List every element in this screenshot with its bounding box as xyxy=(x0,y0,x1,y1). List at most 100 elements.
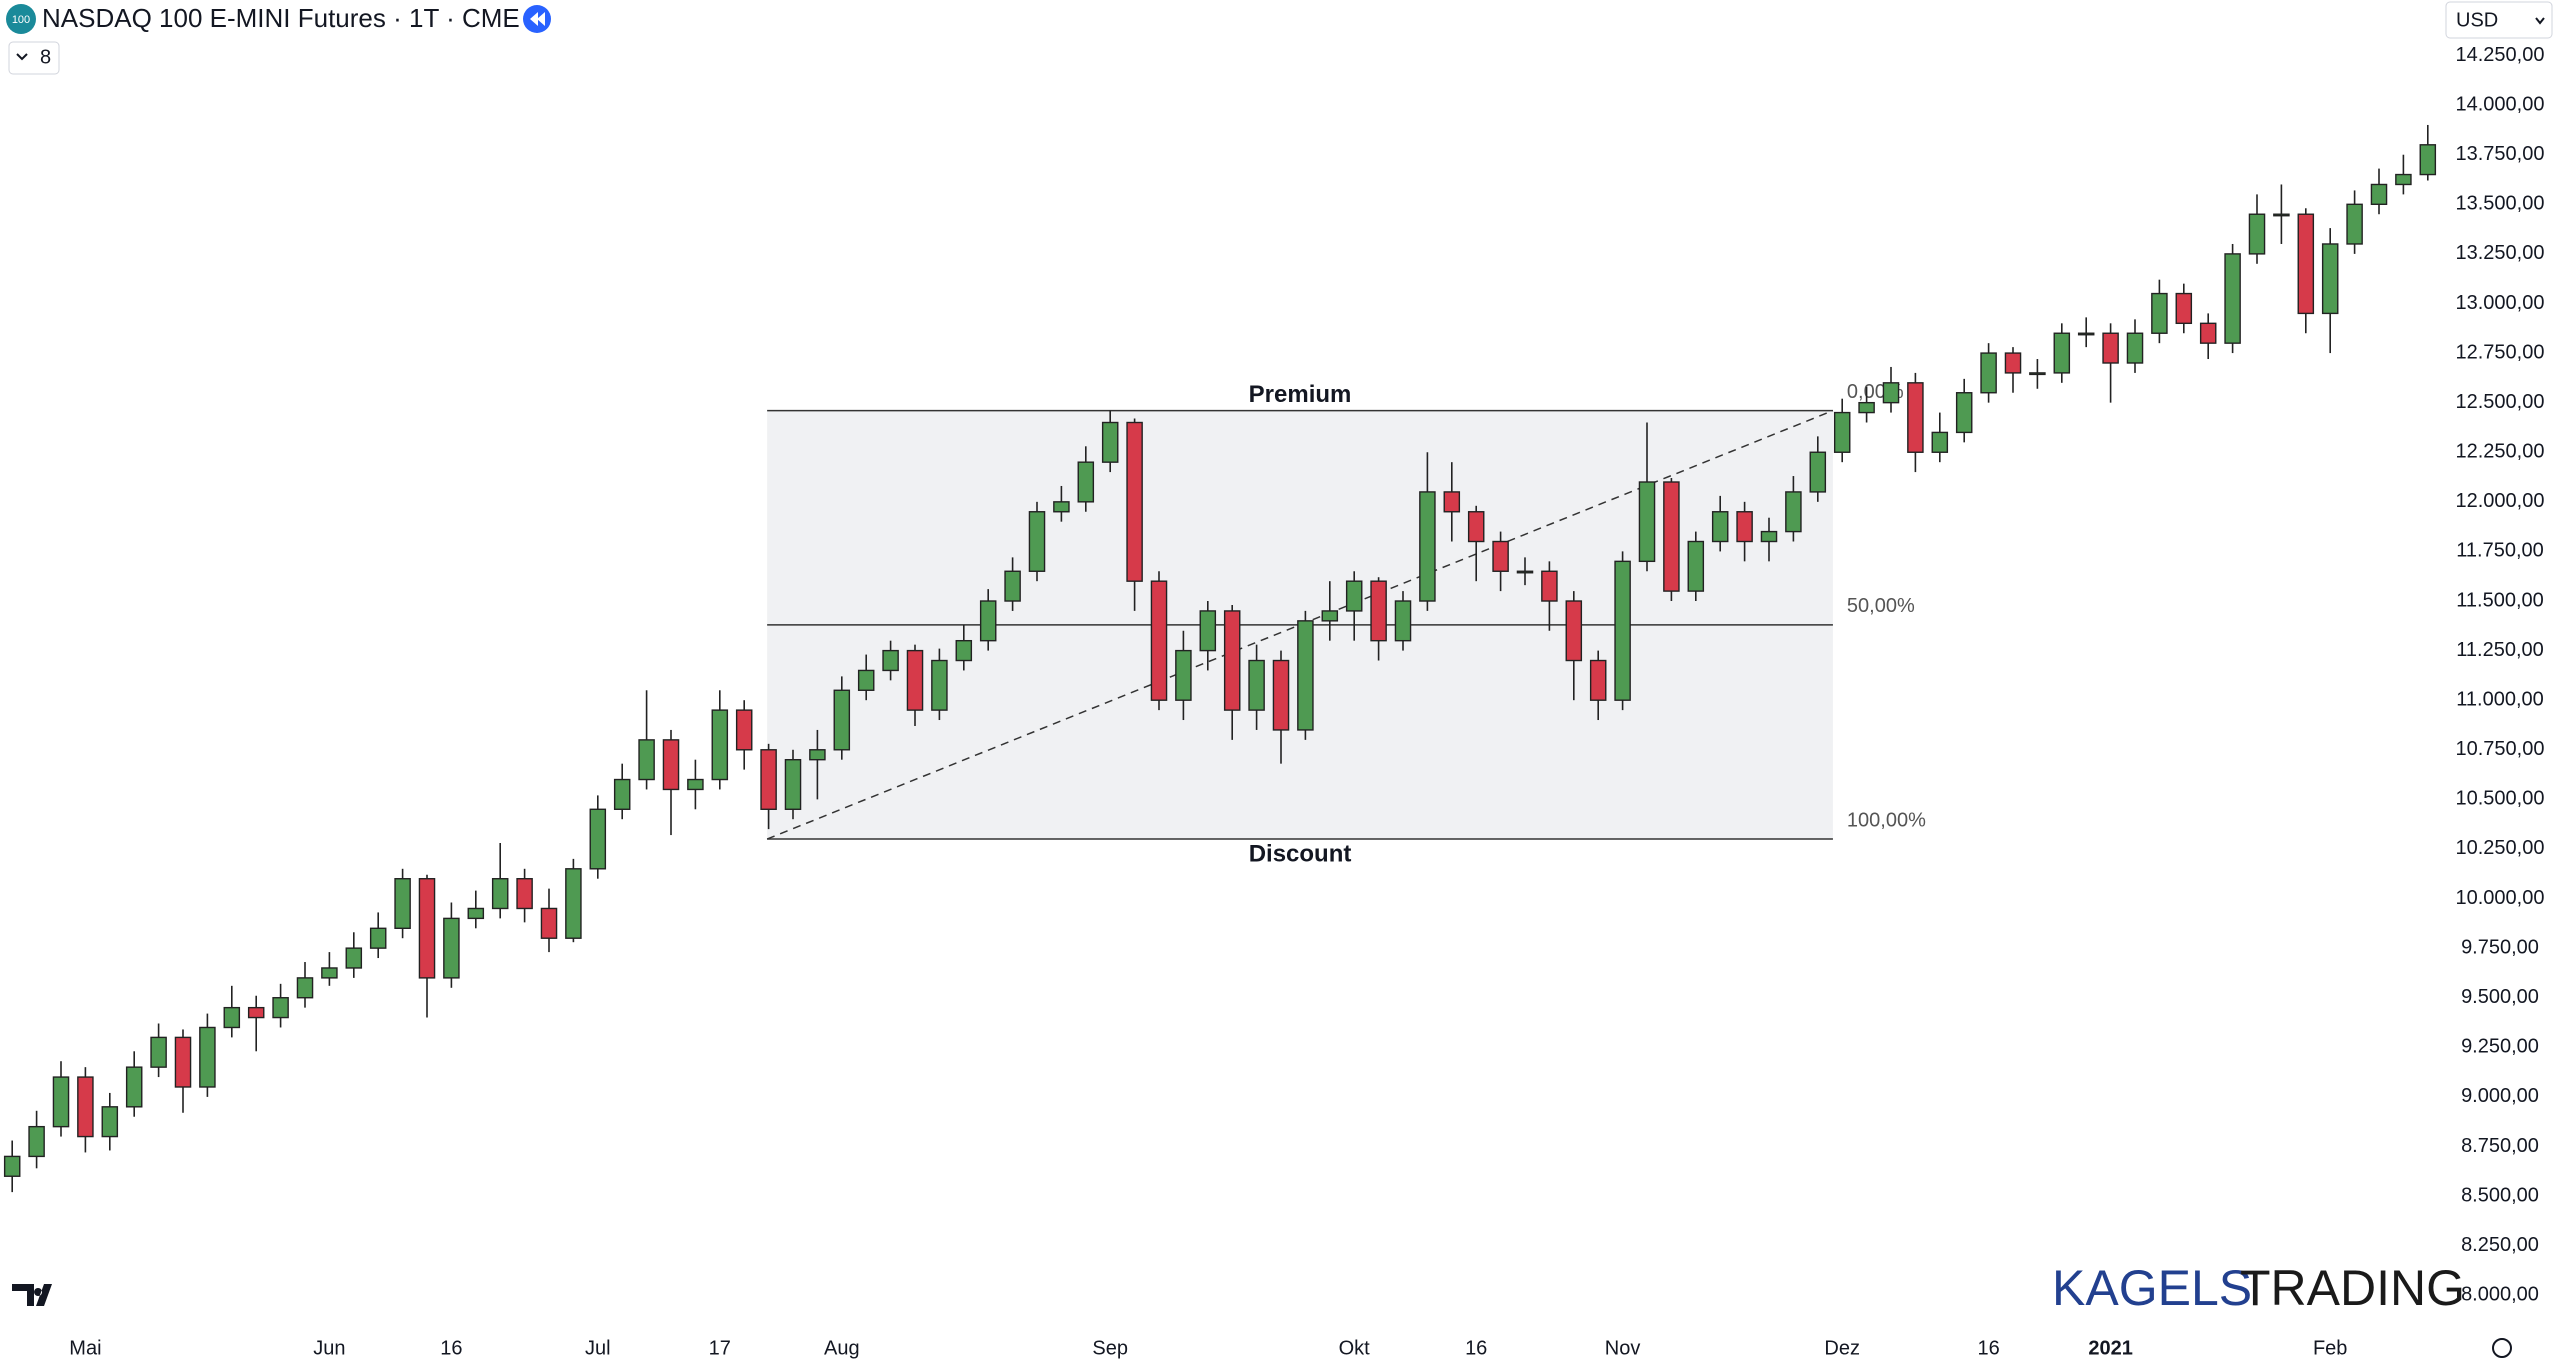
candle-body xyxy=(857,669,875,691)
candle-body xyxy=(735,709,753,751)
x-tick-label: Nov xyxy=(1605,1337,1641,1359)
candle-body xyxy=(1443,491,1461,513)
plot-area: 8.000,00 8.250,00 8.500,00 8.750,00 9.000,00… xyxy=(3,44,2545,1359)
zone-bottom-label: Discount xyxy=(1249,840,1352,867)
candle-body xyxy=(687,778,704,791)
y-tick-label: 11.500,00 xyxy=(2456,589,2544,611)
y-tick-label: 8.500,00 xyxy=(2461,1184,2539,1206)
candle-body xyxy=(2077,332,2095,336)
x-tick-label: Aug xyxy=(824,1337,860,1359)
candle-body xyxy=(345,947,363,969)
y-tick-label: 8.000,00 xyxy=(2461,1284,2539,1306)
chevron xyxy=(2535,17,2545,25)
candle-body xyxy=(1199,610,1217,652)
candle-body xyxy=(589,808,607,870)
candle-body xyxy=(809,749,826,761)
candle-body xyxy=(1614,560,1631,701)
candle-body xyxy=(2102,332,2119,364)
candle-body xyxy=(2004,352,2022,374)
x-tick-label: Feb xyxy=(2313,1337,2347,1359)
y-tick-label: 13.750,00 xyxy=(2456,143,2545,165)
brand-part: TRADING xyxy=(2240,1260,2465,1316)
candle-body xyxy=(2346,203,2363,245)
indicator-toggle[interactable]: 8 xyxy=(8,41,60,75)
symbol-icon xyxy=(6,4,36,34)
candle-body xyxy=(1175,649,1192,701)
x-tick-label: 16 xyxy=(440,1337,462,1359)
candle-body xyxy=(1589,659,1607,701)
candle-body xyxy=(1223,610,1241,711)
candle-body xyxy=(516,878,533,910)
candle-body xyxy=(711,709,729,781)
y-tick-label: 10.250,00 xyxy=(2456,837,2545,859)
candle-body xyxy=(2199,322,2217,344)
candle-body xyxy=(1345,580,1363,612)
y-tick-label: 11.250,00 xyxy=(2456,639,2544,661)
candle-body xyxy=(1004,570,1021,602)
y-tick-label: 12.500,00 xyxy=(2456,391,2545,413)
candle-body xyxy=(52,1076,70,1128)
zone-level-label: 100,00% xyxy=(1847,809,1926,831)
settings-gear[interactable] xyxy=(2492,1338,2512,1358)
y-tick-label: 13.250,00 xyxy=(2456,242,2545,264)
candle-body xyxy=(1785,491,1802,533)
x-tick-label: Okt xyxy=(1339,1337,1371,1359)
candle-body xyxy=(1272,659,1290,731)
candle-body xyxy=(638,739,655,781)
candle-body xyxy=(199,1026,216,1088)
candle-body xyxy=(540,907,558,939)
badge-box[interactable] xyxy=(8,41,60,75)
badge-text: 8 xyxy=(40,46,51,68)
candle-body xyxy=(1516,570,1534,574)
candle-body xyxy=(1833,411,1851,453)
y-tick-label: 12.000,00 xyxy=(2456,490,2545,512)
currency-box[interactable] xyxy=(2445,1,2553,39)
candle-body xyxy=(1101,421,1119,463)
zone-level-label: 50,00% xyxy=(1847,595,1915,617)
y-tick-label: 9.500,00 xyxy=(2461,986,2539,1008)
zone-top-label: Premium xyxy=(1249,381,1352,408)
candle-body xyxy=(443,917,460,979)
y-tick-label: 10.500,00 xyxy=(2456,788,2545,810)
settings-icon[interactable] xyxy=(2492,1338,2512,1358)
candle-body xyxy=(1321,610,1339,622)
candle-body xyxy=(2053,332,2071,374)
candle-body xyxy=(906,649,924,711)
candle-body xyxy=(1955,392,1973,434)
candle-body xyxy=(760,749,777,810)
x-tick-label: Mai xyxy=(69,1337,101,1359)
candle-body xyxy=(28,1125,45,1158)
candle-body xyxy=(1370,580,1387,642)
candle-body xyxy=(125,1066,143,1108)
y-tick-label: 12.250,00 xyxy=(2456,441,2545,463)
x-tick-label: 16 xyxy=(1465,1337,1487,1359)
candle-body xyxy=(1150,580,1168,701)
candle-body xyxy=(77,1076,94,1138)
candle-body xyxy=(2029,372,2046,376)
candle-body xyxy=(1663,481,1680,592)
y-tick-label: 10.750,00 xyxy=(2456,738,2545,760)
header: 100 NASDAQ 100 E-MINI Futures · 1T · CME… xyxy=(6,1,2553,75)
candle-body xyxy=(833,689,851,751)
y-tick-label: 9.000,00 xyxy=(2461,1085,2539,1107)
chart-title: NASDAQ 100 E-MINI Futures · 1T · CME xyxy=(42,3,520,33)
x-tick-label: Dez xyxy=(1824,1337,1860,1359)
candle-body xyxy=(931,659,948,711)
candle-body xyxy=(2175,292,2193,325)
candle-body xyxy=(1077,461,1095,503)
currency-text: USD xyxy=(2456,9,2498,31)
tv-logo xyxy=(12,1284,52,1306)
candle-body xyxy=(467,907,485,920)
candle-body xyxy=(491,878,509,910)
y-tick-label: 11.750,00 xyxy=(2456,540,2544,562)
candle-body xyxy=(1931,431,1949,453)
candle-body xyxy=(150,1036,167,1068)
currency-button[interactable]: USD xyxy=(2445,1,2553,39)
y-tick-label: 11.000,00 xyxy=(2456,688,2544,710)
candle-body xyxy=(394,878,411,929)
candle-body xyxy=(1126,421,1143,582)
symbol-icon-text: 100 xyxy=(12,14,30,26)
candle-body xyxy=(1467,511,1485,543)
candle-body xyxy=(1858,401,1875,414)
replay-button[interactable] xyxy=(523,5,551,33)
